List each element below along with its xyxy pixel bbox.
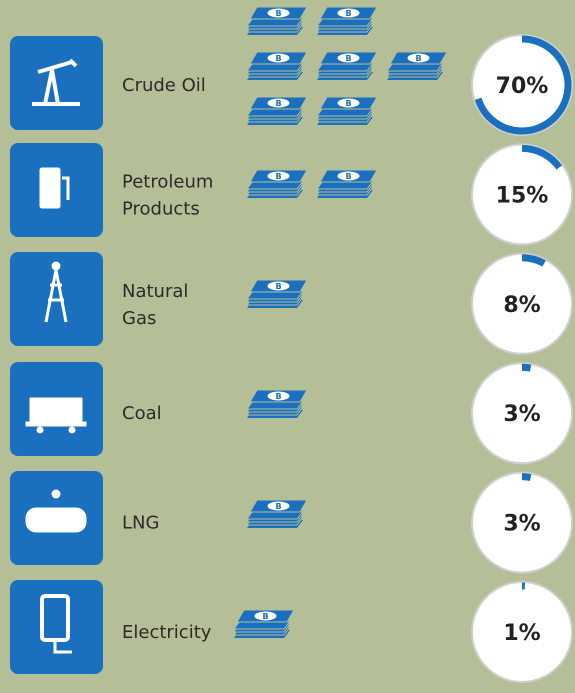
money-stack — [247, 170, 307, 198]
value-label: 8% — [503, 293, 540, 318]
money-stack — [247, 97, 307, 125]
money-stack — [317, 170, 377, 198]
money-stack — [247, 500, 307, 528]
value-label: 1% — [503, 621, 540, 646]
icons — [10, 36, 103, 674]
money-stack — [247, 280, 307, 308]
money-stack — [247, 52, 307, 80]
money-stack — [234, 610, 294, 638]
value-label: 3% — [503, 512, 540, 537]
money-stacks — [234, 7, 447, 638]
value-label: 15% — [496, 183, 549, 208]
chart: B Crude Oil70%PetroleumProducts15%Natura… — [0, 0, 575, 693]
category-label: Coal — [122, 403, 162, 424]
category-label: LNG — [122, 513, 159, 534]
money-stack — [317, 52, 377, 80]
money-stack — [387, 52, 447, 80]
category-label: Crude Oil — [122, 75, 206, 96]
money-stack — [247, 7, 307, 35]
money-stack — [317, 97, 377, 125]
money-stack — [247, 390, 307, 418]
category-label: Electricity — [122, 622, 212, 643]
value-label: 70% — [496, 74, 549, 99]
money-stack — [317, 7, 377, 35]
value-label: 3% — [503, 402, 540, 427]
